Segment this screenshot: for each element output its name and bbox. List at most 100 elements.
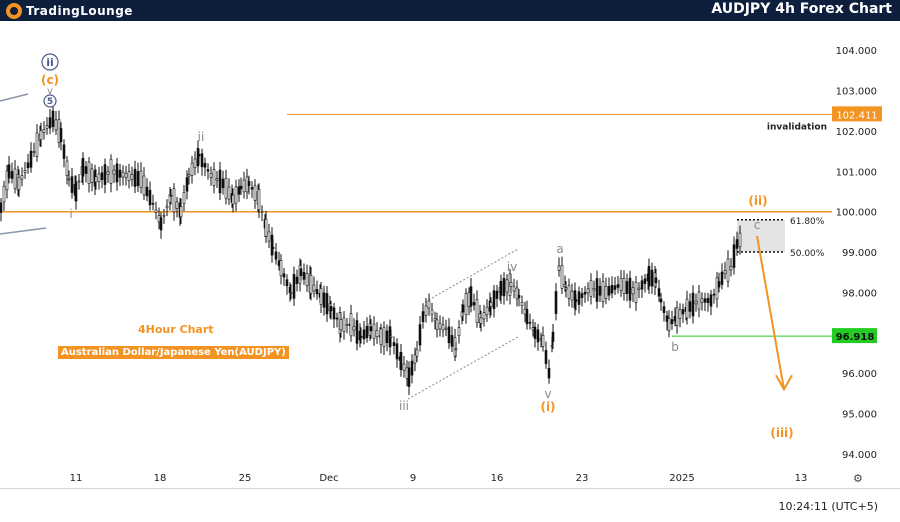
wave-label: iv <box>507 260 517 274</box>
candle-body <box>106 171 110 175</box>
candle-body <box>279 260 283 277</box>
fib-level-label: 61.80% <box>790 217 825 227</box>
y-tick-label: 96.000 <box>842 369 877 380</box>
y-tick-label: 101.000 <box>836 167 877 178</box>
candle-body <box>567 285 571 299</box>
candle-body <box>464 293 468 316</box>
candle-body <box>454 348 458 351</box>
wave-label: b <box>671 340 679 354</box>
candle-body <box>17 176 21 190</box>
candle-body <box>726 258 730 282</box>
x-tick-label: 18 <box>154 473 167 484</box>
candle-body <box>732 244 736 268</box>
candle-body <box>62 144 66 159</box>
support-price-text: 96.918 <box>836 332 875 343</box>
candle-body <box>332 307 336 320</box>
candle-body <box>94 176 98 183</box>
candle-body <box>81 157 85 177</box>
candle-body <box>697 291 701 310</box>
tradinglounge-logo: TradingLounge <box>6 2 133 19</box>
candle-body <box>435 319 439 330</box>
candle-body <box>657 288 661 297</box>
y-tick-label: 102.000 <box>836 127 877 138</box>
candle-body <box>659 298 663 303</box>
candle-body <box>148 189 152 206</box>
candle-body <box>720 271 724 285</box>
candle-body <box>472 302 476 306</box>
candle-body <box>586 288 590 294</box>
candle-body <box>382 327 386 347</box>
candle-body <box>187 174 191 177</box>
candle-body <box>528 321 532 324</box>
y-tick-label: 95.000 <box>842 410 877 421</box>
candle-body <box>427 300 431 309</box>
candle-body <box>295 276 299 284</box>
candle-body <box>694 300 698 305</box>
candle-body <box>610 284 614 294</box>
candle-body <box>26 162 30 169</box>
candle-body <box>502 278 506 297</box>
candle-body <box>424 305 428 316</box>
candle-body <box>32 151 36 153</box>
candle-body <box>305 273 309 286</box>
candle-body <box>479 317 483 324</box>
candle-body <box>395 343 399 360</box>
candle-body <box>389 335 393 338</box>
candle-body <box>100 172 104 180</box>
x-tick-label: 11 <box>70 473 83 484</box>
candle-body <box>554 291 558 314</box>
candle-body <box>625 281 629 294</box>
candle-body <box>622 278 626 294</box>
wave-line <box>0 93 29 102</box>
candle-body <box>631 287 635 295</box>
candle-body <box>234 186 238 204</box>
candle-body <box>712 293 716 296</box>
candle-body <box>165 205 169 209</box>
candle-body <box>604 286 608 299</box>
price-chart[interactable]: 104.000 103.000 102.000 101.000 100.000 99.00… <box>0 21 900 488</box>
candle-body <box>182 192 186 204</box>
candle-body <box>274 251 278 260</box>
x-tick-label: 2025 <box>669 473 694 484</box>
invalidation-price-tag <box>832 106 882 122</box>
candle-body <box>257 189 261 210</box>
candle-body <box>709 294 713 307</box>
candle-body <box>179 206 183 218</box>
candle-body <box>312 284 316 292</box>
candle-body <box>285 279 289 287</box>
candle-body <box>162 214 166 217</box>
wave-circle <box>43 94 57 108</box>
y-tick-label: 104.000 <box>836 46 877 57</box>
candle-body <box>598 286 602 296</box>
candle-body <box>662 306 666 313</box>
candle-body <box>643 278 647 284</box>
candle-body <box>706 297 710 304</box>
y-tick-label: 103.000 <box>836 87 877 98</box>
candle-body <box>541 335 545 347</box>
wave-label: i <box>69 207 72 221</box>
candle-body <box>544 350 548 364</box>
candle-body <box>299 268 303 276</box>
candle-body <box>124 172 128 178</box>
candle-body <box>505 279 509 293</box>
candle-body <box>242 179 246 193</box>
x-tick-label: 9 <box>410 473 416 484</box>
candle-body <box>260 210 264 213</box>
candle-body <box>628 277 632 301</box>
candle-body <box>485 306 489 316</box>
candle-body <box>224 178 228 199</box>
candle-body <box>601 281 605 302</box>
settings-icon[interactable]: ⚙ <box>853 472 863 485</box>
candle-body <box>369 326 373 332</box>
logo-text: TradingLounge <box>26 3 133 18</box>
candle-body <box>715 277 719 300</box>
candle-body <box>342 317 346 332</box>
candle-body <box>250 187 254 190</box>
x-tick-label: 16 <box>491 473 504 484</box>
candle-body <box>640 280 644 290</box>
candle-body <box>355 320 359 344</box>
y-tick-label: 100.000 <box>836 208 877 219</box>
candle-body <box>112 169 116 175</box>
candle-body <box>536 329 540 343</box>
candle-body <box>580 293 584 299</box>
